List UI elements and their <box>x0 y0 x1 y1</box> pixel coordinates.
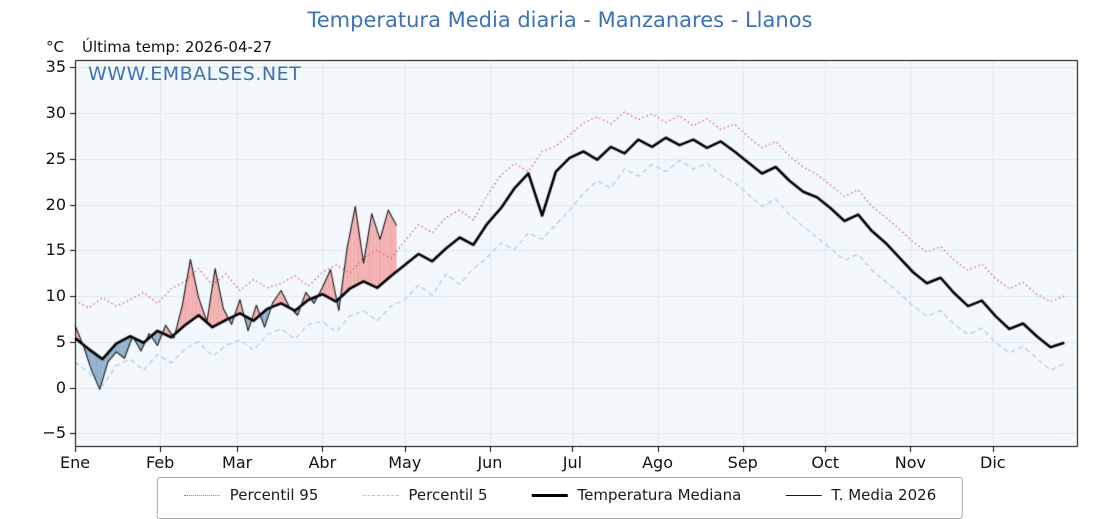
legend-line-swatch <box>785 494 822 496</box>
x-tick-label: May <box>388 453 422 472</box>
chart-legend: Percentil 95 Percentil 5 Temperatura Media… <box>156 477 964 519</box>
x-tick-label: Abr <box>308 453 337 472</box>
x-tick-label: Dic <box>980 453 1006 472</box>
legend-item-temperatura-mediana: Temperatura Mediana <box>531 486 741 504</box>
legend-line-swatch <box>531 493 568 497</box>
legend-item-t-media-2026: T. Media 2026 <box>785 486 936 504</box>
legend-item-percentil-95: Percentil 95 <box>183 486 319 504</box>
y-tick-label: 35 <box>45 57 66 77</box>
x-tick-label: Mar <box>222 453 253 472</box>
x-tick-label: Oct <box>811 453 840 472</box>
legend-line-swatch <box>183 494 220 496</box>
legend-label: Temperatura Mediana <box>577 486 742 504</box>
x-tick-label: Feb <box>146 453 175 472</box>
x-tick-label: Jun <box>477 453 503 472</box>
legend-label: T. Media 2026 <box>831 486 937 504</box>
x-tick-label: Nov <box>894 453 926 472</box>
chart-canvas <box>0 0 1120 500</box>
x-tick-label: Ago <box>642 453 673 472</box>
x-tick-label: Jul <box>562 453 583 472</box>
y-tick-label: 25 <box>45 148 66 168</box>
y-tick-label: 10 <box>45 286 66 306</box>
legend-line-swatch <box>362 494 399 496</box>
last-temp-annotation: Última temp: 2026-04-27 <box>82 38 273 56</box>
chart-title: Temperatura Media diaria - Manzanares - … <box>307 8 813 32</box>
watermark-text: WWW.EMBALSES.NET <box>88 63 302 85</box>
legend-label: Percentil 95 <box>229 486 319 504</box>
y-axis-unit-label: °C <box>46 38 64 56</box>
y-tick-label: 0 <box>55 377 66 397</box>
y-tick-label: 20 <box>45 194 66 214</box>
y-tick-label: 30 <box>45 103 66 123</box>
legend-item-percentil-5: Percentil 5 <box>362 486 487 504</box>
y-tick-label: 15 <box>45 240 66 260</box>
y-tick-label: 5 <box>55 331 66 351</box>
legend-label: Percentil 5 <box>408 486 488 504</box>
x-tick-label: Ene <box>59 453 91 472</box>
x-tick-label: Sep <box>727 453 758 472</box>
y-tick-label: −5 <box>42 423 66 443</box>
